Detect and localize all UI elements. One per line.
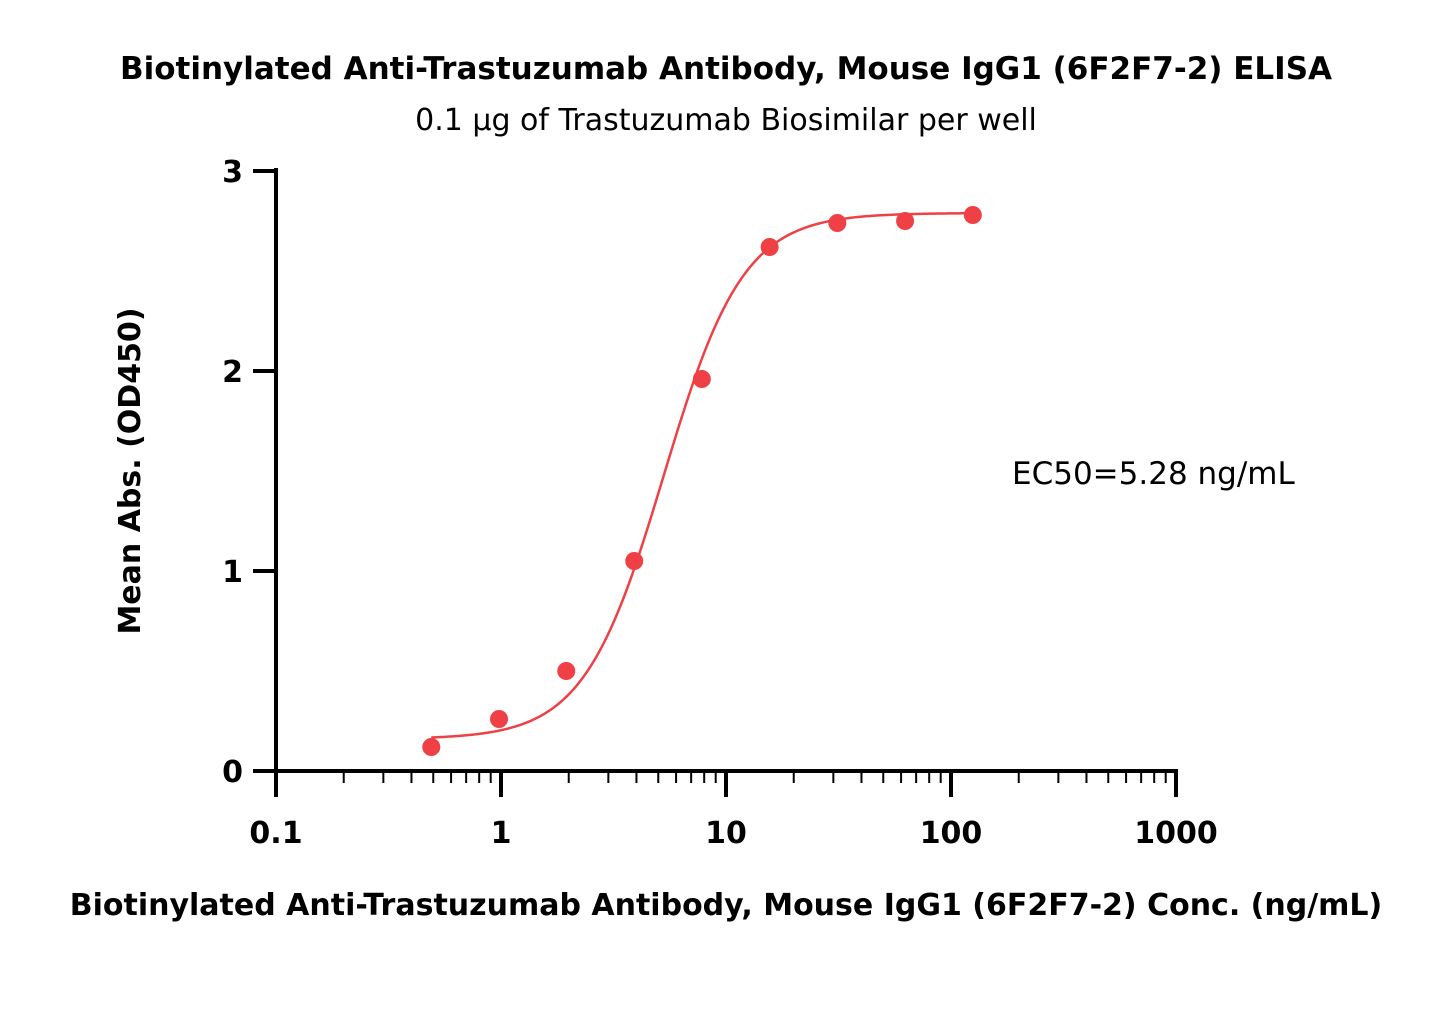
x-tick-label: 0.1 [249,816,302,851]
y-tick-label: 3 [222,155,243,190]
data-point [557,662,576,680]
data-point [490,710,509,728]
y-axis-label: Mean Abs. (OD450) [113,307,148,634]
data-point [896,212,915,230]
x-tick-label: 10 [705,816,747,851]
x-tick-label: 1 [491,816,512,851]
chart-subtitle: 0.1 µg of Trastuzumab Biosimilar per wel… [415,103,1037,138]
data-point [422,738,441,756]
data-points [422,206,982,756]
y-tick-label: 1 [222,555,243,590]
x-axis-label: Biotinylated Anti-Trastuzumab Antibody, … [70,888,1383,923]
y-tick-label: 0 [222,755,243,790]
y-ticks: 0 1 2 3 [222,155,276,790]
data-point [963,206,982,224]
data-point [760,238,779,256]
chart-title: Biotinylated Anti-Trastuzumab Antibody, … [120,51,1332,87]
data-point [625,552,644,570]
ec50-annotation: EC50=5.28 ng/mL [1012,456,1295,492]
data-point [828,214,847,232]
y-tick-label: 2 [222,355,243,390]
x-tick-label: 1000 [1134,816,1218,851]
fit-curve [431,211,973,739]
data-point [692,370,711,388]
x-tick-label: 100 [920,816,983,851]
x-ticks: 0.1 1 10 100 1000 [249,771,1218,851]
